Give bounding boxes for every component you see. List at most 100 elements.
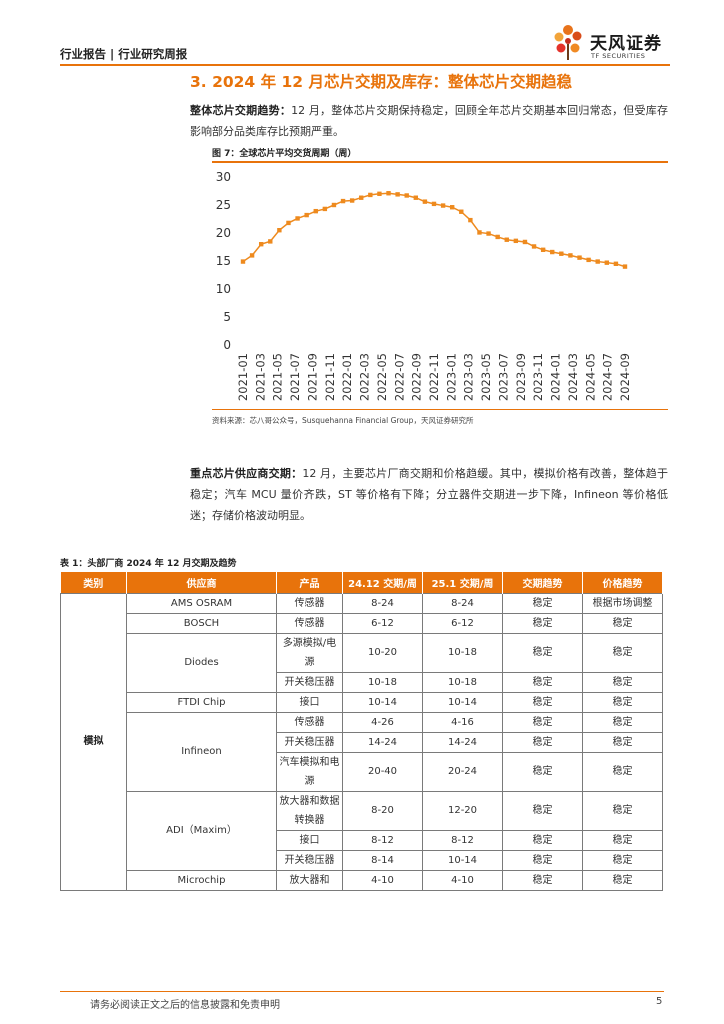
data-point [495,234,500,240]
paragraph-body: 12 月，整体芯片交期保持稳定，回顾全年芯片交期基本回归常态，但受库存影响部分品… [190,104,668,138]
vendor-cell: ADI（Maxim） [126,790,277,871]
vendor-cell: BOSCH [126,612,277,634]
lt-2412-cell: 20-40 [342,751,423,792]
paragraph-key-suppliers: 重点芯片供应商交期：12 月，主要芯片厂商交期和价格趋缓。其中，模拟价格有改善，… [190,463,668,526]
lt-2412-cell: 4-10 [342,869,423,891]
data-point [349,198,355,203]
data-point [568,253,573,258]
x-tick-label: 2021-11 [323,353,337,401]
col-header-lt-2412: 24.12 交期/周 [342,572,423,593]
data-point [322,206,328,212]
lt-251-cell: 20-24 [422,751,503,792]
x-tick-label: 2022-01 [340,353,354,401]
product-cell: 汽车模拟和电源 [276,751,343,792]
lt-2412-cell: 10-18 [342,671,423,693]
price-trend-cell: 稳定 [582,869,663,891]
data-point [459,209,464,214]
lead-time-line-chart: 0 5 10 15 20 25 30 2021-01 2021-03 2021-05 2021-07… [216,170,632,401]
product-cell: 放大器和数据转换器 [276,790,343,831]
x-tick-label: 2021-09 [305,353,319,401]
data-point [595,259,600,264]
data-point [313,208,318,214]
col-header-vendor: 供应商 [126,572,277,593]
data-point [359,195,364,200]
lt-251-cell: 6-12 [422,612,503,634]
header-divider [60,64,670,66]
logo-text-en: TF SECURITIES [591,52,646,60]
col-header-product: 产品 [276,572,343,593]
data-point [513,238,519,244]
lt-2412-cell: 8-12 [342,829,423,851]
product-cell: 开关稳压器 [276,731,343,753]
lt-trend-cell: 稳定 [502,790,583,831]
price-trend-cell: 稳定 [582,691,663,713]
data-point [295,216,300,221]
data-point [258,242,264,247]
paragraph-body: 12 月，主要芯片厂商交期和价格趋缓。其中，模拟价格有改善，整体趋于稳定；汽车 … [190,467,669,522]
data-point [504,237,509,242]
lt-2412-cell: 8-14 [342,849,423,871]
data-point [604,260,610,265]
data-point [277,228,282,233]
product-cell: 多源模拟/电源 [276,632,343,673]
product-cell: 接口 [276,829,343,851]
data-point [586,257,591,263]
data-point [240,259,246,264]
table-row: 开关稳压器 8-14 10-14 稳定 稳定 [61,849,663,871]
data-point [550,249,555,255]
lt-251-cell: 14-24 [422,731,503,753]
lt-trend-cell: 稳定 [502,592,583,614]
table-row: 汽车模拟和电源 20-40 20-24 稳定 稳定 [61,751,663,792]
data-point [340,198,346,204]
lead-time-table: 类别 供应商 产品 24.12 交期/周 25.1 交期/周 交期趋势 价格趋势… [60,572,663,891]
product-cell: 开关稳压器 [276,849,343,871]
lt-251-cell: 10-14 [422,849,503,871]
x-tick-label: 2021-03 [253,353,267,401]
data-point [559,251,564,256]
x-tick-label: 2023-09 [514,353,528,401]
x-tick-label: 2023-03 [462,353,476,401]
data-point [395,192,400,197]
product-cell: 放大器和 [276,869,343,891]
lt-2412-cell: 10-20 [342,632,423,673]
lt-2412-cell: 8-20 [342,790,423,831]
data-point [377,191,382,196]
table-row: Infineon 传感器 4-26 4-16 稳定 稳定 [61,711,663,792]
data-point [268,239,273,244]
data-point [440,203,446,208]
y-tick-label: 10 [216,282,231,296]
x-tick-label: 2022-11 [427,353,441,401]
data-point [431,201,437,207]
product-cell: 接口 [276,691,343,713]
col-header-lt-trend: 交期趋势 [502,572,583,593]
price-trend-cell: 根据市场调整 [582,592,663,614]
data-point [413,195,419,200]
page-header: 行业报告 | 行业研究周报 天风证券 TF SECURITIES [60,25,670,62]
col-header-price-trend: 价格趋势 [582,572,663,593]
x-tick-label: 2023-01 [444,353,458,401]
lt-trend-cell: 稳定 [502,612,583,634]
lt-251-cell: 4-10 [422,869,503,891]
footer-disclaimer: 请务必阅读正文之后的信息披露和免责申明 [90,1000,280,1011]
footer-divider [60,991,664,992]
x-tick-label: 2024-03 [566,353,580,401]
data-point [531,244,537,249]
lt-trend-cell: 稳定 [502,632,583,673]
price-trend-cell: 稳定 [582,829,663,851]
lt-trend-cell: 稳定 [502,731,583,753]
figure-title: 图 7：全球芯片平均交货周期（周） [212,149,357,159]
price-trend-cell: 稳定 [582,632,663,673]
report-category: 行业报告 | 行业研究周报 [60,47,188,61]
figure-top-rule [212,161,668,163]
vendor-cell: Diodes [126,632,277,693]
logo-text-cn: 天风证券 [590,34,662,54]
x-tick-label: 2022-05 [375,353,389,401]
section-title: 3. 2024 年 12 月芯片交期及库存：整体芯片交期趋稳 [190,73,572,91]
product-cell: 传感器 [276,592,343,614]
data-point [286,220,291,226]
lt-251-cell: 10-14 [422,691,503,713]
paragraph-overall-trend: 整体芯片交期趋势：12 月，整体芯片交期保持稳定，回顾全年芯片交期基本回归常态，… [190,100,668,142]
x-tick-label: 2024-07 [601,353,615,401]
lt-251-cell: 12-20 [422,790,503,831]
product-cell: 传感器 [276,612,343,634]
